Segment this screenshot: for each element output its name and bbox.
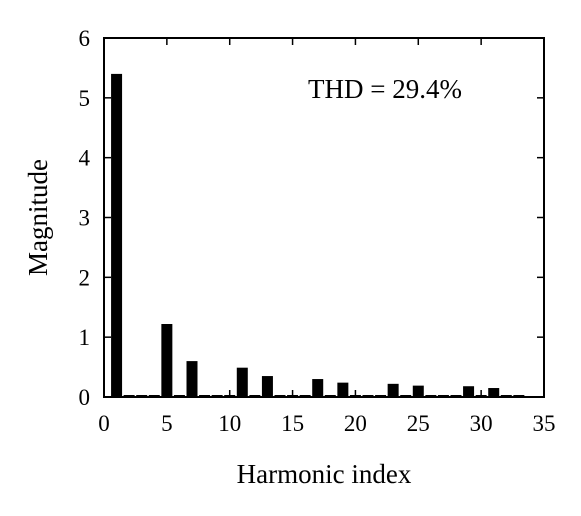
x-tick-label-15: 15 <box>281 411 304 436</box>
y-tick-label-3: 3 <box>79 206 91 231</box>
x-tick-label-5: 5 <box>161 411 173 436</box>
bar-h7 <box>186 361 198 397</box>
x-tick-label-30: 30 <box>470 411 493 436</box>
bar-h13 <box>261 376 273 397</box>
y-tick-label-4: 4 <box>79 146 91 171</box>
bar-h17 <box>312 379 324 397</box>
y-tick-label-0: 0 <box>79 385 91 410</box>
bar-h1 <box>111 73 123 398</box>
x-tick-label-0: 0 <box>98 411 110 436</box>
bar-h5 <box>161 324 173 397</box>
y-tick-label-2: 2 <box>79 265 91 290</box>
thd-annotation: THD = 29.4% <box>308 74 462 104</box>
bars-group <box>111 73 500 398</box>
y-tick-label-5: 5 <box>79 86 91 111</box>
bar-h23 <box>387 383 399 397</box>
y-tick-label-6: 6 <box>79 26 91 51</box>
y-axis-label: Magnitude <box>23 159 53 276</box>
y-tick-label-1: 1 <box>79 325 91 350</box>
x-tick-label-20: 20 <box>344 411 367 436</box>
x-tick-label-10: 10 <box>218 411 241 436</box>
x-tick-labels: 0 5 10 15 20 25 30 35 <box>98 411 555 436</box>
bar-h11 <box>236 367 248 397</box>
bar-h31 <box>488 388 500 397</box>
bar-h29 <box>463 386 475 397</box>
plot-frame <box>103 37 545 398</box>
bar-h19 <box>337 382 349 397</box>
x-tick-label-35: 35 <box>533 411 556 436</box>
x-axis-label: Harmonic index <box>237 459 412 489</box>
y-tick-labels: 0 1 2 3 4 5 6 <box>79 26 91 410</box>
x-tick-label-25: 25 <box>407 411 430 436</box>
